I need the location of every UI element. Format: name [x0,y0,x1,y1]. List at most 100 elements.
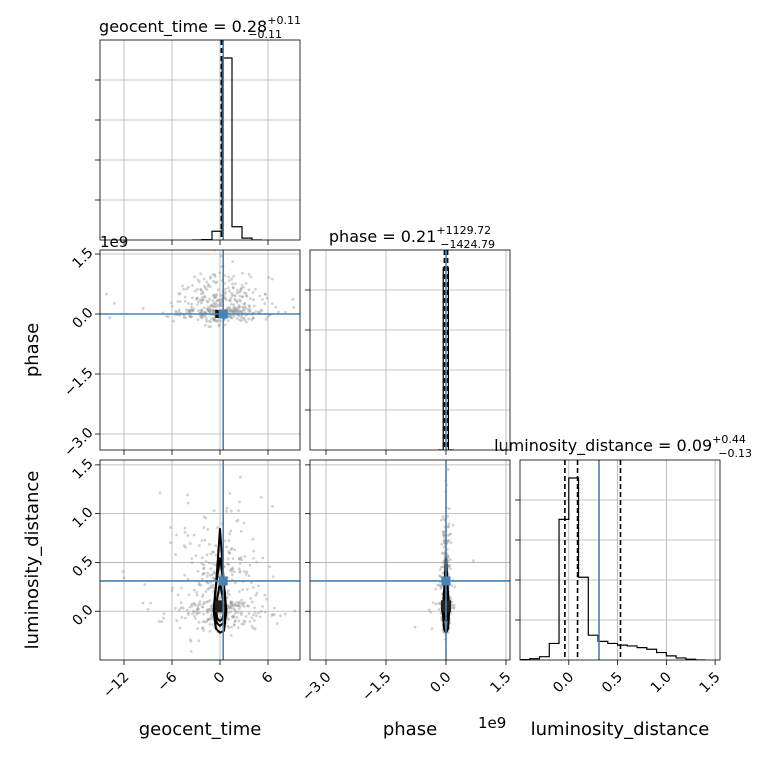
scatter-point [235,519,239,523]
scatter-point [207,310,211,314]
scatter-point [210,303,214,307]
scatter-point [215,293,219,297]
title-geocent-time: geocent_time = 0.28+0.11 −0.11 [99,14,301,41]
scatter-point [193,289,197,293]
scatter-point [187,611,190,615]
scatter-point [254,310,258,313]
scatter-point [229,600,233,604]
scatter-point [205,280,209,284]
scatter-point [228,309,232,313]
scatter-point [442,552,446,555]
scatter-point [201,620,205,623]
scatter-point [213,319,216,322]
scatter-point [261,556,265,560]
scatter-point [236,626,240,630]
scatter-point [238,318,242,322]
scatter-point [443,541,446,545]
xtick-label-geocent_time-1: −6 [155,669,181,695]
scatter-point [300,321,303,324]
scatter-point [189,315,193,319]
scatter-point [209,320,213,324]
scatter-point [440,551,444,555]
scatter-point [197,621,201,624]
scatter-point [229,529,233,533]
scatter-point [452,606,456,610]
scatter-point [212,279,215,283]
scatter-point [212,310,215,314]
scatter-point [255,560,258,564]
scatter-point [212,509,216,513]
scatter-point [439,518,443,522]
scatter-point [235,291,239,295]
scatter-point [229,509,233,513]
scatter-point [232,274,235,278]
panel-frame [99,39,301,241]
scatter-point [188,314,191,318]
scatter-point [191,609,195,613]
scatter-point [185,608,189,612]
scatter-point [206,618,210,621]
scatter-point [229,567,233,571]
scatter-point [193,275,196,279]
scatter-point [178,626,182,630]
scatter-point [227,315,230,318]
grid-10 [100,250,300,450]
scatter-point [253,627,257,631]
scatter-point [437,601,440,605]
scatter-point [236,604,239,607]
scatter-point [242,570,246,573]
scatter-point [199,287,203,291]
scatter-point [203,538,207,542]
offset-text-top-left: 1e9 [100,233,128,251]
scatter-point [202,567,205,571]
scatter-point [201,298,205,302]
scatter-point [449,597,453,601]
scatter-point [241,588,245,592]
scatter-point [206,571,210,575]
scatter-point [206,587,210,591]
scatter-point [442,517,446,521]
scatter-point [434,587,437,591]
scatter-point [206,284,210,288]
scatter-point [178,608,181,612]
scatter-point [205,307,209,311]
scatter-point [209,275,212,279]
scatter-point [195,611,199,615]
scatter-point [210,615,213,619]
scatter-point [205,553,209,557]
scatter-point [263,292,267,296]
scatter-point [206,300,210,304]
scatter-point [205,299,209,303]
scatter-point [247,574,251,578]
scatter-point [251,586,255,589]
scatter-point [203,315,206,318]
scatter-point [202,571,206,575]
scatter-point [211,550,214,554]
scatter-point [201,298,205,302]
scatter-point [228,491,232,495]
scatter-point [250,318,254,322]
ylabel-phase: phase [22,323,43,377]
svg-text:phase = 0.21+1129.72: phase = 0.21+1129.72 [329,224,491,246]
histogram-luminosity_distance [520,477,706,660]
scatter-point [271,575,275,579]
scatter-point [208,309,211,312]
scatter-point [218,304,221,308]
scatter-point [320,319,323,322]
scatter-point [237,607,241,611]
scatter-point [243,555,247,558]
scatter-point [191,284,194,287]
scatter-point [442,533,446,537]
scatter-point [228,605,232,608]
scatter-point [214,319,218,323]
scatter-point [183,299,187,303]
scatter-point [190,557,194,561]
scatter-point [191,309,195,312]
scatter-point [230,547,234,550]
scatter-point [141,601,145,605]
scatter-point [230,600,233,604]
scatter-point [211,273,215,277]
panel-frame [309,249,511,451]
scatter-point [264,292,267,296]
scatter-point [195,591,199,594]
